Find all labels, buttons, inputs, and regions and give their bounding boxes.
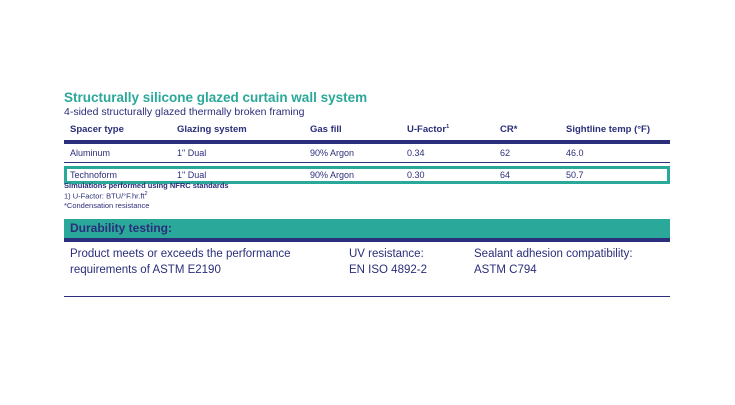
cell-u-factor: 0.34 — [407, 148, 425, 158]
header-sightline-temp: Sightline temp (°F) — [566, 124, 651, 135]
durability-heading-bar: Durability testing: — [64, 219, 670, 238]
bottom-divider — [64, 296, 670, 297]
durability-sealant-adhesion: Sealant adhesion compatibility: ASTM C79… — [474, 246, 633, 278]
cell-sightline-temp: 46.0 — [566, 148, 584, 158]
cell-glazing-system: 1" Dual — [177, 148, 207, 158]
cell-cr: 62 — [500, 148, 511, 158]
cell-spacer-type: Aluminum — [70, 148, 111, 158]
sealant-adhesion-standard: ASTM C794 — [474, 264, 537, 276]
cell-gas-fill: 90% Argon — [310, 148, 355, 158]
cell-cr: 64 — [500, 170, 511, 180]
footnote-squared-mark: 2 — [144, 191, 148, 197]
header-u-factor: U-Factor1 — [407, 124, 449, 135]
durability-uv-resistance: UV resistance: EN ISO 4892-2 — [349, 246, 427, 278]
cell-sightline-temp: 50.7 — [566, 170, 584, 180]
table-row-technoform-highlighted: Technoform 1" Dual 90% Argon 0.30 64 50.… — [64, 166, 670, 184]
results-table: Spacer type Glazing system Gas fill U-Fa… — [64, 121, 670, 184]
sealant-adhesion-label: Sealant adhesion compatibility: — [474, 248, 633, 260]
u-factor-footnote-mark: 1 — [446, 124, 450, 130]
page-title: Structurally silicone glazed curtain wal… — [64, 90, 368, 105]
footnote-simulations: Simulations performed using NFRC standar… — [64, 181, 229, 190]
header-gas-fill: Gas fill — [310, 124, 342, 135]
durability-heading: Durability testing: — [70, 221, 173, 235]
footnote-u-factor-units: 1) U-Factor: BTU/°F.hr.ft2 — [64, 190, 229, 201]
cell-glazing-system: 1" Dual — [177, 170, 207, 180]
page-subtitle: 4-sided structurally glazed thermally br… — [64, 106, 305, 118]
row-divider — [64, 162, 670, 163]
uv-resistance-standard: EN ISO 4892-2 — [349, 264, 427, 276]
durability-divider — [64, 238, 670, 242]
uv-resistance-label: UV resistance: — [349, 248, 424, 260]
footnote-u-factor-text: 1) U-Factor: BTU/°F.hr.ft — [64, 191, 145, 201]
cell-u-factor: 0.30 — [407, 170, 425, 180]
cell-spacer-type: Technoform — [70, 170, 118, 180]
durability-performance: Product meets or exceeds the performance… — [70, 246, 291, 278]
table-row-aluminum: Aluminum 1" Dual 90% Argon 0.34 62 46.0 — [64, 144, 670, 162]
header-divider — [64, 140, 670, 144]
header-cr: CR* — [500, 124, 518, 135]
footnotes: Simulations performed using NFRC standar… — [64, 181, 229, 210]
header-glazing-system: Glazing system — [177, 124, 247, 135]
header-u-factor-label: U-Factor — [407, 124, 447, 136]
cell-gas-fill: 90% Argon — [310, 170, 355, 180]
durability-performance-line1: Product meets or exceeds the performance — [70, 248, 291, 260]
header-spacer-type: Spacer type — [70, 124, 124, 135]
table-header-row: Spacer type Glazing system Gas fill U-Fa… — [64, 121, 670, 140]
footnote-cr: *Condensation resistance — [64, 200, 150, 210]
durability-performance-line2: requirements of ASTM E2190 — [70, 264, 221, 276]
